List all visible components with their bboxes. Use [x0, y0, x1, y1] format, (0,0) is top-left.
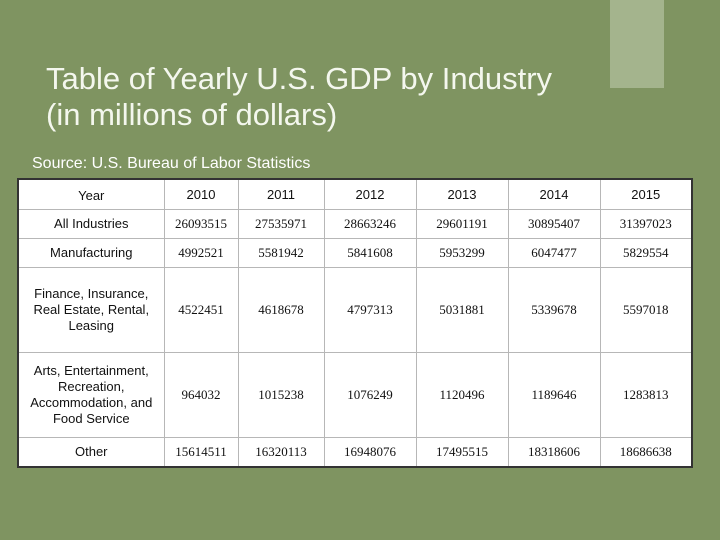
table-cell: 1189646 [507, 351, 601, 438]
table-cell: 6047477 [507, 237, 601, 268]
title-line-1: Table of Yearly U.S. GDP by Industry [46, 60, 553, 96]
table-cell: 16320113 [237, 436, 325, 468]
table-cell: 4992521 [163, 237, 239, 268]
table-cell: 30895407 [507, 208, 601, 239]
table-header-row: Year 2010 2011 2012 2013 2014 2015 [17, 178, 693, 210]
table-cell: 18686638 [599, 436, 693, 468]
table-row: Manufacturing 4992521 5581942 5841608 59… [17, 237, 693, 268]
table-cell: 4618678 [237, 266, 325, 353]
table-row: All Industries 26093515 27535971 2866324… [17, 208, 693, 239]
year-header: Year [17, 178, 165, 210]
table-cell: 28663246 [323, 208, 417, 239]
table-cell: 1076249 [323, 351, 417, 438]
table-cell: 1283813 [599, 351, 693, 438]
year-2014-header: 2014 [507, 178, 601, 210]
table-cell: 1015238 [237, 351, 325, 438]
table-cell: 4797313 [323, 266, 417, 353]
table-cell: 4522451 [163, 266, 239, 353]
year-2015-header: 2015 [599, 178, 693, 210]
table-row: Other 15614511 16320113 16948076 1749551… [17, 436, 693, 468]
year-2013-header: 2013 [415, 178, 509, 210]
table-cell: 5829554 [599, 237, 693, 268]
table-cell: 5339678 [507, 266, 601, 353]
row-label-arts: Arts, Entertainment, Recreation, Accommo… [17, 351, 165, 438]
table-cell: 5841608 [323, 237, 417, 268]
table-cell: 27535971 [237, 208, 325, 239]
source-caption: Source: U.S. Bureau of Labor Statistics [32, 155, 311, 172]
row-label-finance: Finance, Insurance, Real Estate, Rental,… [17, 266, 165, 353]
row-label-other: Other [17, 436, 165, 468]
row-label-all-industries: All Industries [17, 208, 165, 239]
table-cell: 5597018 [599, 266, 693, 353]
table-cell: 964032 [163, 351, 239, 438]
year-2010-header: 2010 [163, 178, 239, 210]
table-cell: 15614511 [163, 436, 239, 468]
table-cell: 16948076 [323, 436, 417, 468]
table-cell: 5581942 [237, 237, 325, 268]
table-row: Finance, Insurance, Real Estate, Rental,… [17, 266, 693, 353]
table-cell: 26093515 [163, 208, 239, 239]
table-cell: 5031881 [415, 266, 509, 353]
page-title: Table of Yearly U.S. GDP by Industry (in… [46, 61, 606, 133]
gdp-table: Year 2010 2011 2012 2013 2014 2015 All I… [17, 178, 693, 468]
table-row: Arts, Entertainment, Recreation, Accommo… [17, 351, 693, 438]
table-cell: 29601191 [415, 208, 509, 239]
year-2011-header: 2011 [237, 178, 325, 210]
table-cell: 17495515 [415, 436, 509, 468]
table-cell: 18318606 [507, 436, 601, 468]
table-cell: 5953299 [415, 237, 509, 268]
table-cell: 31397023 [599, 208, 693, 239]
year-2012-header: 2012 [323, 178, 417, 210]
table-cell: 1120496 [415, 351, 509, 438]
decorative-accent-bar [610, 0, 664, 88]
row-label-manufacturing: Manufacturing [17, 237, 165, 268]
title-line-2: (in millions of dollars) [46, 96, 338, 132]
